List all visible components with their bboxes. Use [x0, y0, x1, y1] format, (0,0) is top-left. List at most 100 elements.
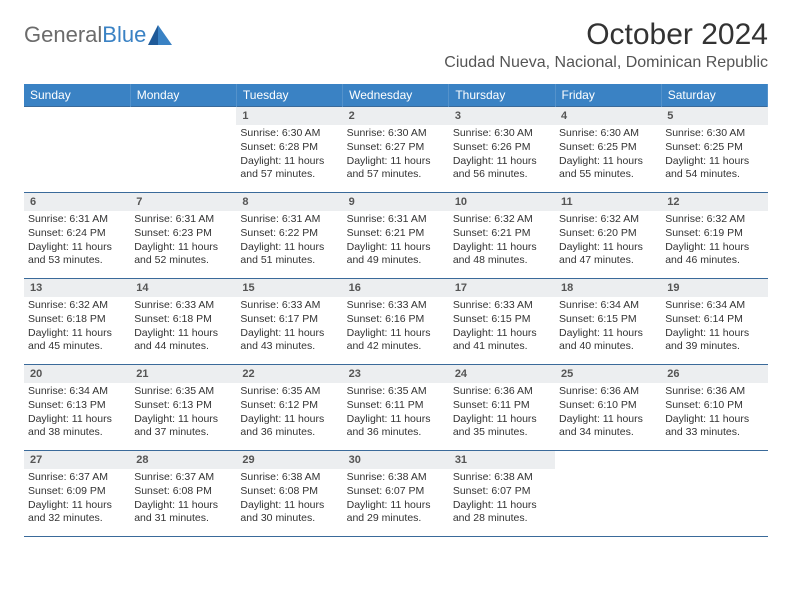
col-tuesday: Tuesday — [236, 84, 342, 107]
logo: GeneralBlue — [24, 18, 172, 48]
calendar-day-cell: 29Sunrise: 6:38 AMSunset: 6:08 PMDayligh… — [236, 451, 342, 537]
sunrise-line: Sunrise: 6:30 AM — [347, 127, 445, 141]
sunrise-line: Sunrise: 6:35 AM — [134, 385, 232, 399]
sunrise-line: Sunrise: 6:35 AM — [240, 385, 338, 399]
calendar-day-cell: 13Sunrise: 6:32 AMSunset: 6:18 PMDayligh… — [24, 279, 130, 365]
calendar-week-row: 6Sunrise: 6:31 AMSunset: 6:24 PMDaylight… — [24, 193, 768, 279]
calendar-day-cell: 14Sunrise: 6:33 AMSunset: 6:18 PMDayligh… — [130, 279, 236, 365]
sunrise-line: Sunrise: 6:32 AM — [559, 213, 657, 227]
day-data: Sunrise: 6:34 AMSunset: 6:13 PMDaylight:… — [24, 383, 130, 444]
day-data: Sunrise: 6:34 AMSunset: 6:15 PMDaylight:… — [555, 297, 661, 358]
daylight-line: Daylight: 11 hours and 57 minutes. — [347, 155, 445, 182]
day-number: 2 — [343, 107, 449, 125]
day-data: Sunrise: 6:31 AMSunset: 6:24 PMDaylight:… — [24, 211, 130, 272]
calendar-day-cell: 31Sunrise: 6:38 AMSunset: 6:07 PMDayligh… — [449, 451, 555, 537]
calendar-day-cell: 28Sunrise: 6:37 AMSunset: 6:08 PMDayligh… — [130, 451, 236, 537]
calendar-day-cell — [661, 451, 767, 537]
sunrise-line: Sunrise: 6:34 AM — [28, 385, 126, 399]
sunset-line: Sunset: 6:13 PM — [28, 399, 126, 413]
daylight-line: Daylight: 11 hours and 48 minutes. — [453, 241, 551, 268]
day-number: 11 — [555, 193, 661, 211]
daylight-line: Daylight: 11 hours and 46 minutes. — [665, 241, 763, 268]
daylight-line: Daylight: 11 hours and 33 minutes. — [665, 413, 763, 440]
day-number: 21 — [130, 365, 236, 383]
day-data: Sunrise: 6:33 AMSunset: 6:18 PMDaylight:… — [130, 297, 236, 358]
sunset-line: Sunset: 6:14 PM — [665, 313, 763, 327]
day-data: Sunrise: 6:33 AMSunset: 6:17 PMDaylight:… — [236, 297, 342, 358]
day-number: 17 — [449, 279, 555, 297]
daylight-line: Daylight: 11 hours and 51 minutes. — [240, 241, 338, 268]
sunset-line: Sunset: 6:15 PM — [453, 313, 551, 327]
calendar-day-cell: 12Sunrise: 6:32 AMSunset: 6:19 PMDayligh… — [661, 193, 767, 279]
daylight-line: Daylight: 11 hours and 36 minutes. — [347, 413, 445, 440]
calendar-body: 1Sunrise: 6:30 AMSunset: 6:28 PMDaylight… — [24, 107, 768, 537]
sunset-line: Sunset: 6:15 PM — [559, 313, 657, 327]
sunrise-line: Sunrise: 6:33 AM — [134, 299, 232, 313]
day-number: 22 — [236, 365, 342, 383]
sunset-line: Sunset: 6:25 PM — [559, 141, 657, 155]
calendar-day-cell: 25Sunrise: 6:36 AMSunset: 6:10 PMDayligh… — [555, 365, 661, 451]
sunset-line: Sunset: 6:23 PM — [134, 227, 232, 241]
day-data: Sunrise: 6:32 AMSunset: 6:20 PMDaylight:… — [555, 211, 661, 272]
daylight-line: Daylight: 11 hours and 36 minutes. — [240, 413, 338, 440]
day-number: 20 — [24, 365, 130, 383]
daylight-line: Daylight: 11 hours and 47 minutes. — [559, 241, 657, 268]
calendar-day-cell: 18Sunrise: 6:34 AMSunset: 6:15 PMDayligh… — [555, 279, 661, 365]
day-data: Sunrise: 6:38 AMSunset: 6:08 PMDaylight:… — [236, 469, 342, 530]
sunset-line: Sunset: 6:08 PM — [134, 485, 232, 499]
day-number: 13 — [24, 279, 130, 297]
calendar-day-cell — [24, 107, 130, 193]
daylight-line: Daylight: 11 hours and 56 minutes. — [453, 155, 551, 182]
day-number: 4 — [555, 107, 661, 125]
day-number: 26 — [661, 365, 767, 383]
calendar-day-cell: 5Sunrise: 6:30 AMSunset: 6:25 PMDaylight… — [661, 107, 767, 193]
day-data: Sunrise: 6:38 AMSunset: 6:07 PMDaylight:… — [343, 469, 449, 530]
day-data: Sunrise: 6:33 AMSunset: 6:16 PMDaylight:… — [343, 297, 449, 358]
day-data: Sunrise: 6:33 AMSunset: 6:15 PMDaylight:… — [449, 297, 555, 358]
sunrise-line: Sunrise: 6:32 AM — [453, 213, 551, 227]
calendar-day-cell: 26Sunrise: 6:36 AMSunset: 6:10 PMDayligh… — [661, 365, 767, 451]
sunrise-line: Sunrise: 6:30 AM — [240, 127, 338, 141]
col-thursday: Thursday — [449, 84, 555, 107]
day-data: Sunrise: 6:32 AMSunset: 6:18 PMDaylight:… — [24, 297, 130, 358]
daylight-line: Daylight: 11 hours and 35 minutes. — [453, 413, 551, 440]
day-number: 24 — [449, 365, 555, 383]
calendar-table: Sunday Monday Tuesday Wednesday Thursday… — [24, 84, 768, 537]
sunrise-line: Sunrise: 6:34 AM — [665, 299, 763, 313]
sunrise-line: Sunrise: 6:30 AM — [453, 127, 551, 141]
day-data: Sunrise: 6:36 AMSunset: 6:10 PMDaylight:… — [661, 383, 767, 444]
day-data: Sunrise: 6:31 AMSunset: 6:22 PMDaylight:… — [236, 211, 342, 272]
calendar-day-cell: 19Sunrise: 6:34 AMSunset: 6:14 PMDayligh… — [661, 279, 767, 365]
sunrise-line: Sunrise: 6:31 AM — [134, 213, 232, 227]
daylight-line: Daylight: 11 hours and 30 minutes. — [240, 499, 338, 526]
day-number: 31 — [449, 451, 555, 469]
sunset-line: Sunset: 6:12 PM — [240, 399, 338, 413]
daylight-line: Daylight: 11 hours and 42 minutes. — [347, 327, 445, 354]
sunset-line: Sunset: 6:10 PM — [559, 399, 657, 413]
day-data: Sunrise: 6:31 AMSunset: 6:21 PMDaylight:… — [343, 211, 449, 272]
daylight-line: Daylight: 11 hours and 28 minutes. — [453, 499, 551, 526]
calendar-day-cell — [130, 107, 236, 193]
calendar-day-cell: 3Sunrise: 6:30 AMSunset: 6:26 PMDaylight… — [449, 107, 555, 193]
day-data: Sunrise: 6:32 AMSunset: 6:21 PMDaylight:… — [449, 211, 555, 272]
day-number: 19 — [661, 279, 767, 297]
day-number: 29 — [236, 451, 342, 469]
daylight-line: Daylight: 11 hours and 43 minutes. — [240, 327, 338, 354]
sunrise-line: Sunrise: 6:33 AM — [347, 299, 445, 313]
logo-text: GeneralBlue — [24, 22, 146, 48]
sunset-line: Sunset: 6:13 PM — [134, 399, 232, 413]
title-block: October 2024 Ciudad Nueva, Nacional, Dom… — [444, 18, 768, 72]
calendar-day-cell: 11Sunrise: 6:32 AMSunset: 6:20 PMDayligh… — [555, 193, 661, 279]
day-number: 23 — [343, 365, 449, 383]
sunrise-line: Sunrise: 6:31 AM — [28, 213, 126, 227]
daylight-line: Daylight: 11 hours and 34 minutes. — [559, 413, 657, 440]
day-data: Sunrise: 6:35 AMSunset: 6:11 PMDaylight:… — [343, 383, 449, 444]
sunrise-line: Sunrise: 6:32 AM — [665, 213, 763, 227]
calendar-day-cell: 16Sunrise: 6:33 AMSunset: 6:16 PMDayligh… — [343, 279, 449, 365]
calendar-day-cell: 20Sunrise: 6:34 AMSunset: 6:13 PMDayligh… — [24, 365, 130, 451]
sunset-line: Sunset: 6:19 PM — [665, 227, 763, 241]
calendar-day-cell: 10Sunrise: 6:32 AMSunset: 6:21 PMDayligh… — [449, 193, 555, 279]
sunset-line: Sunset: 6:20 PM — [559, 227, 657, 241]
calendar-day-cell: 22 Sunrise: 6:35 AMSunset: 6:12 PMDayligh… — [236, 365, 342, 451]
sunset-line: Sunset: 6:27 PM — [347, 141, 445, 155]
